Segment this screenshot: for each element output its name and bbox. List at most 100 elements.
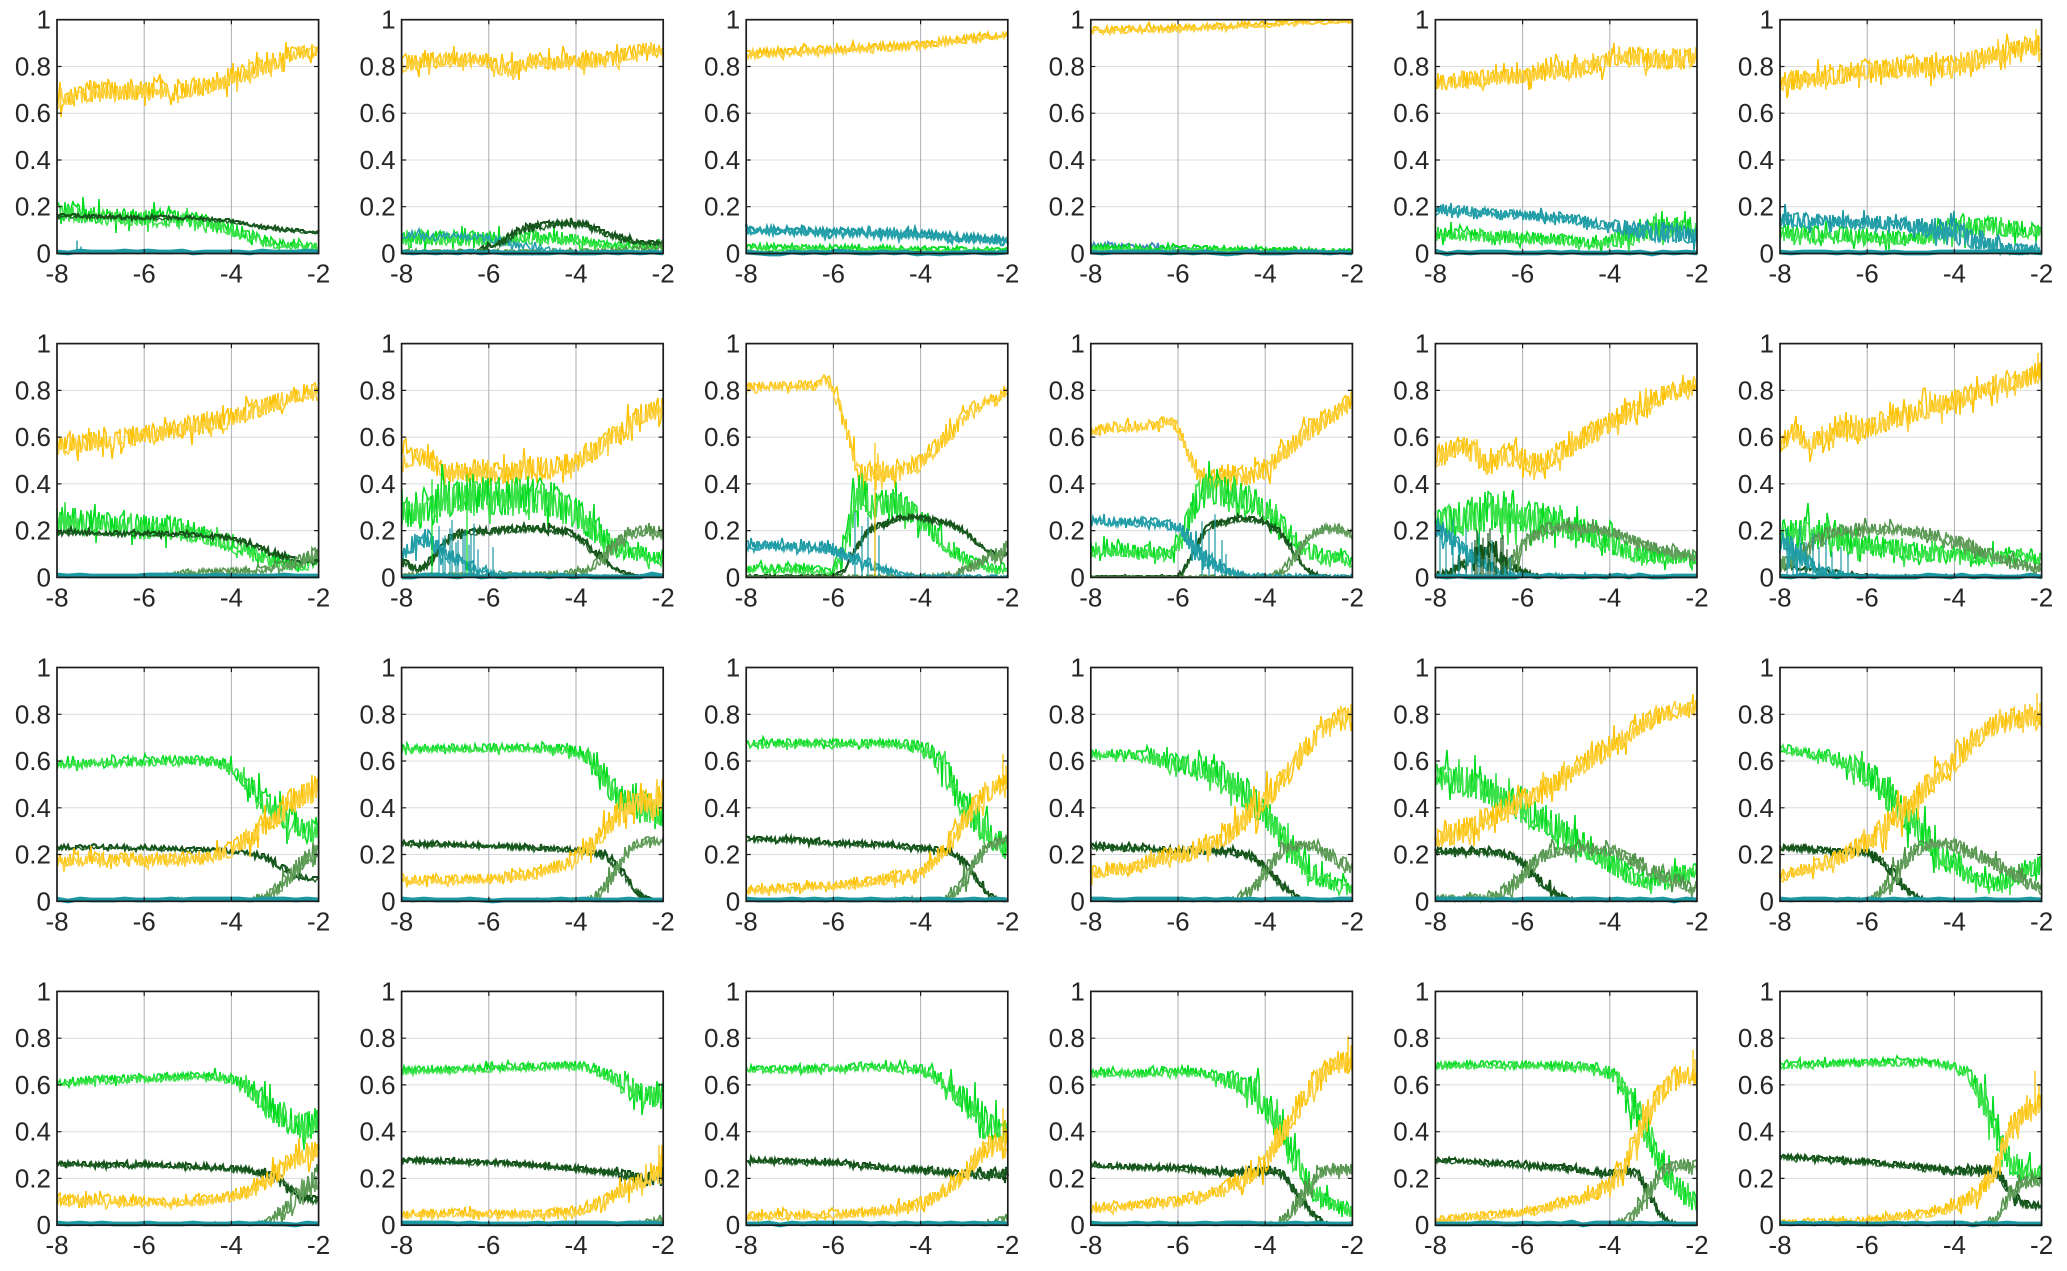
svg-text:0.2: 0.2 bbox=[359, 192, 395, 222]
svg-text:-2: -2 bbox=[1341, 582, 1364, 612]
svg-text:-4: -4 bbox=[220, 582, 243, 612]
svg-text:-6: -6 bbox=[1511, 582, 1534, 612]
svg-text:-6: -6 bbox=[822, 1230, 845, 1260]
svg-text:-6: -6 bbox=[1166, 1230, 1189, 1260]
svg-text:0.4: 0.4 bbox=[15, 1117, 51, 1147]
svg-text:0.8: 0.8 bbox=[1738, 1023, 1774, 1053]
svg-text:-4: -4 bbox=[1943, 1230, 1966, 1260]
svg-text:-2: -2 bbox=[307, 582, 330, 612]
svg-text:0.8: 0.8 bbox=[1393, 375, 1429, 405]
svg-text:-8: -8 bbox=[1079, 582, 1102, 612]
svg-text:0.6: 0.6 bbox=[359, 746, 395, 776]
svg-text:-8: -8 bbox=[1768, 259, 1791, 289]
svg-text:0.4: 0.4 bbox=[15, 793, 51, 823]
svg-text:0.4: 0.4 bbox=[1393, 469, 1429, 499]
svg-text:-2: -2 bbox=[1685, 1230, 1708, 1260]
svg-text:-4: -4 bbox=[909, 582, 932, 612]
svg-text:-4: -4 bbox=[564, 582, 587, 612]
svg-text:-8: -8 bbox=[45, 259, 68, 289]
svg-text:0.2: 0.2 bbox=[704, 840, 740, 870]
svg-text:0.2: 0.2 bbox=[1738, 192, 1774, 222]
svg-text:0.6: 0.6 bbox=[15, 1070, 51, 1100]
svg-text:-2: -2 bbox=[1685, 906, 1708, 936]
svg-text:0.4: 0.4 bbox=[359, 145, 395, 175]
svg-text:0.8: 0.8 bbox=[704, 1023, 740, 1053]
svg-text:0.6: 0.6 bbox=[1393, 1070, 1429, 1100]
svg-text:-2: -2 bbox=[2030, 259, 2053, 289]
svg-text:-4: -4 bbox=[1598, 1230, 1621, 1260]
svg-text:1: 1 bbox=[381, 653, 395, 683]
svg-text:-6: -6 bbox=[822, 906, 845, 936]
svg-text:1: 1 bbox=[37, 653, 51, 683]
svg-text:0.8: 0.8 bbox=[704, 52, 740, 82]
svg-text:0.6: 0.6 bbox=[1738, 422, 1774, 452]
svg-text:0.4: 0.4 bbox=[15, 469, 51, 499]
svg-text:1: 1 bbox=[726, 329, 740, 359]
svg-text:-6: -6 bbox=[477, 582, 500, 612]
svg-text:-4: -4 bbox=[1254, 906, 1277, 936]
svg-text:0.8: 0.8 bbox=[1049, 52, 1085, 82]
svg-text:1: 1 bbox=[37, 329, 51, 359]
svg-text:0.6: 0.6 bbox=[1393, 98, 1429, 128]
svg-text:-6: -6 bbox=[133, 259, 156, 289]
svg-text:0.4: 0.4 bbox=[1049, 145, 1085, 175]
svg-text:-4: -4 bbox=[220, 906, 243, 936]
svg-text:0: 0 bbox=[1070, 886, 1084, 916]
svg-text:0.8: 0.8 bbox=[359, 375, 395, 405]
svg-text:1: 1 bbox=[1760, 976, 1774, 1006]
svg-text:1: 1 bbox=[1415, 653, 1429, 683]
svg-text:-4: -4 bbox=[909, 259, 932, 289]
svg-text:0.4: 0.4 bbox=[704, 1117, 740, 1147]
svg-text:0.4: 0.4 bbox=[1738, 793, 1774, 823]
svg-text:1: 1 bbox=[726, 976, 740, 1006]
svg-text:-6: -6 bbox=[1511, 1230, 1534, 1260]
svg-text:0.4: 0.4 bbox=[1738, 145, 1774, 175]
svg-text:-2: -2 bbox=[1341, 906, 1364, 936]
svg-text:0.6: 0.6 bbox=[1049, 746, 1085, 776]
svg-text:0.2: 0.2 bbox=[1049, 192, 1085, 222]
svg-text:0.6: 0.6 bbox=[704, 1070, 740, 1100]
svg-text:-2: -2 bbox=[652, 582, 675, 612]
svg-text:0.6: 0.6 bbox=[1049, 1070, 1085, 1100]
svg-text:-8: -8 bbox=[1768, 1230, 1791, 1260]
svg-text:-2: -2 bbox=[2030, 582, 2053, 612]
svg-text:0.4: 0.4 bbox=[1393, 145, 1429, 175]
svg-text:-8: -8 bbox=[390, 1230, 413, 1260]
svg-text:-6: -6 bbox=[1511, 906, 1534, 936]
svg-text:1: 1 bbox=[1415, 5, 1429, 35]
svg-text:0.6: 0.6 bbox=[704, 98, 740, 128]
svg-text:0.2: 0.2 bbox=[15, 192, 51, 222]
svg-text:0.6: 0.6 bbox=[359, 98, 395, 128]
svg-text:1: 1 bbox=[1070, 653, 1084, 683]
svg-text:0.2: 0.2 bbox=[1393, 192, 1429, 222]
svg-text:-8: -8 bbox=[45, 582, 68, 612]
svg-text:-8: -8 bbox=[1079, 906, 1102, 936]
svg-text:-8: -8 bbox=[1424, 906, 1447, 936]
svg-text:-6: -6 bbox=[477, 906, 500, 936]
svg-text:0: 0 bbox=[1415, 239, 1429, 269]
svg-text:-6: -6 bbox=[1166, 259, 1189, 289]
svg-text:-4: -4 bbox=[220, 1230, 243, 1260]
svg-text:0: 0 bbox=[381, 562, 395, 592]
svg-text:0.8: 0.8 bbox=[1393, 1023, 1429, 1053]
svg-text:-4: -4 bbox=[1254, 259, 1277, 289]
svg-text:0: 0 bbox=[1070, 239, 1084, 269]
svg-text:0: 0 bbox=[37, 239, 51, 269]
svg-text:0.6: 0.6 bbox=[1393, 422, 1429, 452]
svg-text:0.6: 0.6 bbox=[704, 746, 740, 776]
svg-text:0.6: 0.6 bbox=[1049, 98, 1085, 128]
svg-text:0: 0 bbox=[37, 886, 51, 916]
svg-text:-4: -4 bbox=[1598, 906, 1621, 936]
svg-text:0.8: 0.8 bbox=[15, 699, 51, 729]
svg-text:-8: -8 bbox=[45, 1230, 68, 1260]
svg-text:-6: -6 bbox=[822, 582, 845, 612]
svg-text:0: 0 bbox=[1760, 1210, 1774, 1240]
svg-text:0.4: 0.4 bbox=[359, 469, 395, 499]
svg-text:1: 1 bbox=[381, 329, 395, 359]
svg-text:1: 1 bbox=[37, 5, 51, 35]
svg-text:0.2: 0.2 bbox=[1738, 516, 1774, 546]
svg-text:0.2: 0.2 bbox=[1049, 1163, 1085, 1193]
svg-text:0.8: 0.8 bbox=[1738, 699, 1774, 729]
svg-text:-4: -4 bbox=[1943, 906, 1966, 936]
svg-text:0.6: 0.6 bbox=[1738, 1070, 1774, 1100]
